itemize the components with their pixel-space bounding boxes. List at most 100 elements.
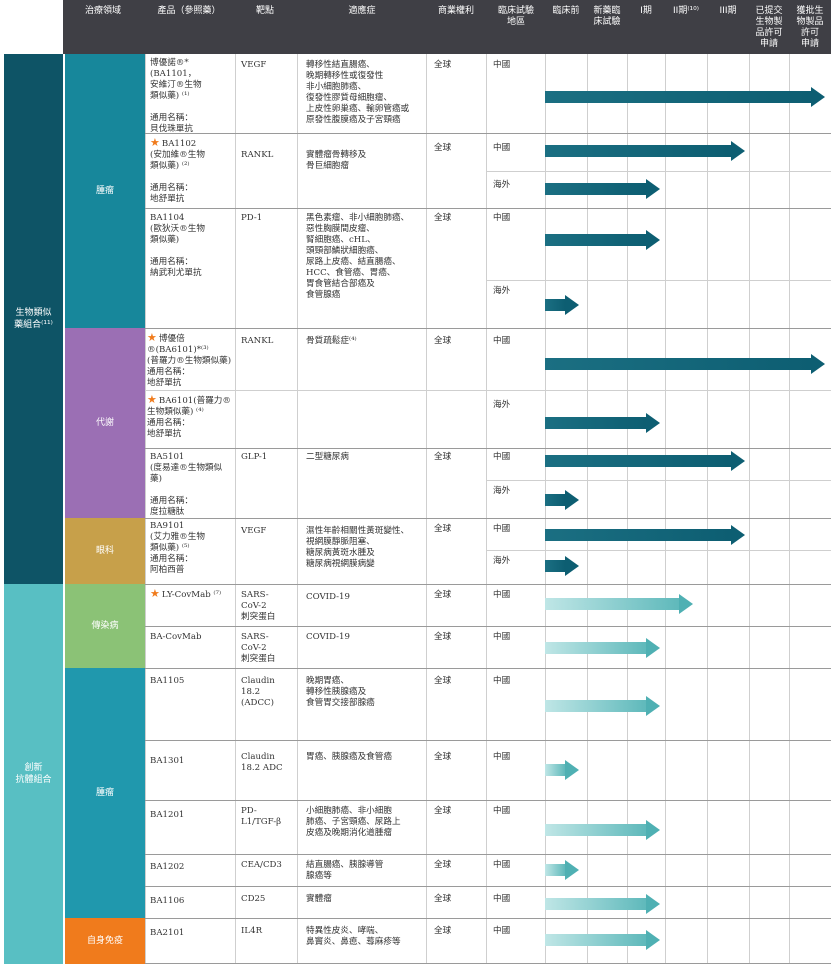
rights-ba1102: 全球 [434,143,452,153]
header-target: 靶點 [255,6,274,16]
header-approved: 獲批生 物製品 許可 申請 [796,6,824,49]
area-infectious: 傳染病 [65,584,145,668]
region-ba5101: 中國 [493,452,511,462]
region-ba1104: 中國 [493,213,511,223]
region2-ba5101: 海外 [493,486,511,496]
header-phase3: III期 [719,6,737,16]
rights-ba1104: 全球 [434,213,452,223]
progress-arrow [545,295,579,315]
indication-ba6101: 骨質疏鬆症⁽⁴⁾ [306,336,357,346]
progress-arrow [545,894,660,914]
product-ba6101-overseas: ★ BA6101(普羅力® 生物類似藥) ⁽⁴⁾ 通用名稱： 地舒單抗 [147,393,231,439]
progress-arrow [545,930,660,950]
indication-ba1104: 黑色素瘤、非小細胞肺癌、 惡性胸膜間皮瘤、 腎細胞癌、cHL、 頭頸部鱗狀細胞癌… [306,213,410,300]
target-ba5101: GLP-1 [241,452,268,462]
rights-ly-covmab: 全球 [434,590,452,600]
area-oncology: 腫瘤 [65,54,145,328]
target-ba1301: Claudin 18.2 ADC [241,752,283,773]
star-icon: ★ [150,587,160,600]
region-ba1301: 中國 [493,752,511,762]
progress-arrow [545,556,579,576]
progress-arrow [545,354,825,374]
indication-ba1106: 實體瘤 [306,894,332,904]
target-ba1104: PD-1 [241,213,263,223]
group-innovative: 創新 抗體組合 [4,584,63,964]
indication-ba5101: 二型糖尿病 [306,452,349,462]
rights-ba2101: 全球 [434,926,452,936]
progress-arrow [545,490,579,510]
rights-ba6101: 全球 [434,336,452,346]
progress-arrow [545,525,745,545]
target-ba2101: IL4R [241,926,263,936]
product-ba1201: BA1201 [150,810,185,820]
progress-arrow [545,638,660,658]
rights-ba-covmab: 全球 [434,632,452,642]
target-ba6101: RANKL [241,336,274,346]
region-ba9101: 中國 [493,524,511,534]
group-biosimilar: 生物類似 藥組合⁽¹¹⁾ [4,54,63,584]
region-ba1202: 中國 [493,860,511,870]
indication-ba1101: 轉移性結直腸癌、 晚期轉移性或復發性 非小細胞肺癌、 復發性膠質母細胞瘤、 上皮… [306,60,410,125]
indication-ba1201: 小細胞肺癌、非小細胞 肺癌、子宮頸癌、尿路上 皮癌及晚期消化道腫瘤 [306,806,401,838]
indication-ba-covmab: COVID-19 [306,632,350,642]
product-ba1301: BA1301 [150,756,185,766]
target-ly-covmab: SARS- CoV-2 刺突蛋白 [241,590,276,622]
region2-ba1102: 海外 [493,180,511,190]
area-autoimmune: 自身免疫 [65,918,145,964]
area-oncology-innovative: 腫瘤 [65,668,145,918]
target-ba1102: RANKL [241,150,274,160]
indication-ba1301: 胃癌、胰腺癌及食管癌 [306,752,392,762]
indication-ba1102: 實體瘤骨轉移及 骨巨細胞瘤 [306,150,367,171]
product-ba1106: BA1106 [150,896,185,906]
region-ba1201: 中國 [493,806,511,816]
region-ly-covmab: 中國 [493,590,511,600]
product-ba1105: BA1105 [150,676,185,686]
target-ba1105: Claudin 18.2 (ADCC) [241,676,275,708]
product-ba6101: ★ 博優倍®(BA6101)*⁽³⁾ (普羅力®生物類似藥) 通用名稱： 地舒單抗 [147,331,232,388]
region-ba1106: 中國 [493,894,511,904]
progress-arrow [545,451,745,471]
progress-arrow [545,820,660,840]
rights-ba5101: 全球 [434,452,452,462]
target-ba-covmab: SARS- CoV-2 刺突蛋白 [241,632,276,664]
product-ba-covmab: BA-CovMab [150,632,202,642]
header-phase2: II期⁽¹⁰⁾ [673,6,699,16]
region-ba-covmab: 中國 [493,632,511,642]
region-ba1105: 中國 [493,676,511,686]
region2-ba1104: 海外 [493,286,511,296]
rights-ba1105: 全球 [434,676,452,686]
header-phase1: I期 [640,6,652,16]
region2-ba9101: 海外 [493,556,511,566]
target-ba9101: VEGF [241,526,267,536]
indication-ba1202: 結直腸癌、胰腺導管 腺癌等 [306,860,384,881]
target-ba1201: PD- L1/TGF-β [241,806,282,827]
header-product: 產品（參照藥） [157,6,221,16]
target-ba1202: CEA/CD3 [241,860,282,870]
product-ba1101: 博優諾®*(BA1101， 安維汀®生物 類似藥) ⁽¹⁾ 通用名稱： 貝伐珠單… [150,58,202,134]
header-indication: 適應症 [348,6,376,16]
rights-ba1101: 全球 [434,60,452,70]
rights-ba1201: 全球 [434,806,452,816]
indication-ba9101: 濕性年齡相關性黃斑變性、 視網膜靜脈阻塞、 糖尿病黃斑水腫及 糖尿病視網膜病變 [306,526,410,569]
product-ba5101: BA5101 (度易達®生物類似藥) 通用名稱： 度拉糖肽 [150,452,223,517]
indication-ly-covmab: COVID-19 [306,592,350,602]
rights-ba9101: 全球 [434,524,452,534]
product-ly-covmab: ★ LY-CovMab ⁽⁷⁾ [150,587,222,600]
target-ba1101: VEGF [241,60,267,70]
star-icon: ★ [150,136,160,149]
progress-arrow [545,87,825,107]
product-ba1102: ★ BA1102 (安加維®生物 類似藥) ⁽²⁾ 通用名稱： 地舒單抗 [150,136,205,204]
indication-ba2101: 特異性皮炎、哮喘、 鼻竇炎、鼻瘜、蕁麻疹等 [306,926,401,947]
progress-arrow [545,141,745,161]
region-ba2101: 中國 [493,926,511,936]
indication-ba1105: 晚期胃癌、 轉移性胰腺癌及 食管胃交接部腺癌 [306,676,375,708]
progress-arrow [545,860,579,880]
progress-arrow [545,413,660,433]
header-area: 治療領域 [84,6,121,16]
product-ba1104: BA1104 (歐狄沃®生物 類似藥) 通用名稱： 納武利尤單抗 [150,213,205,278]
progress-arrow [545,594,693,614]
progress-arrow [545,696,660,716]
product-ba9101: BA9101 (艾力雅®生物 類似藥) ⁽⁵⁾ 通用名稱： 阿柏西普 [150,521,205,575]
star-icon: ★ [147,331,157,344]
header-rights: 商業權利 [437,6,474,16]
